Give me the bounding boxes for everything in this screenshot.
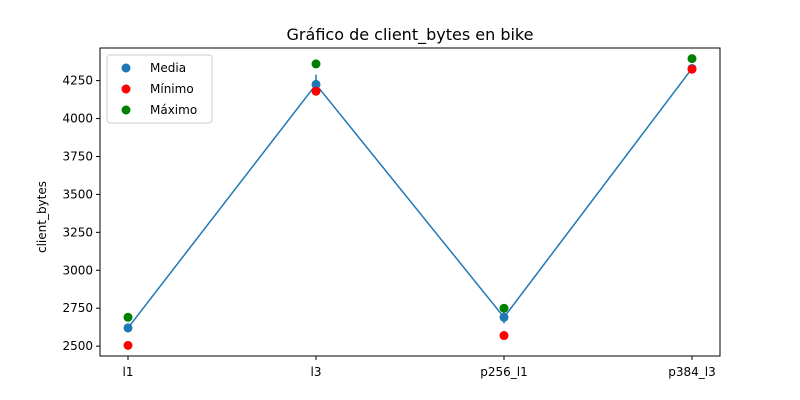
y-tick-label: 3000	[62, 263, 93, 277]
point-mínimo	[499, 331, 509, 341]
y-tick-label: 3250	[62, 225, 93, 239]
y-axis-label: client_bytes	[35, 181, 49, 253]
point-mínimo	[687, 64, 697, 74]
mean-line	[127, 68, 693, 329]
plot-area	[123, 54, 697, 350]
x-tick-label: l1	[123, 365, 134, 379]
point-media	[499, 312, 509, 322]
chart-title: Gráfico de client_bytes en bike	[287, 25, 534, 45]
point-máximo	[687, 54, 697, 64]
y-tick-label: 2750	[62, 301, 93, 315]
legend: Media Mínimo Máximo	[106, 54, 213, 124]
point-máximo	[311, 59, 321, 69]
point-media	[311, 79, 321, 89]
legend-label: Media	[150, 61, 186, 75]
y-tick-label: 4000	[62, 112, 93, 126]
point-mínimo	[123, 340, 133, 350]
legend-label: Mínimo	[150, 82, 194, 96]
y-tick-label: 4250	[62, 74, 93, 88]
legend-box	[106, 54, 213, 124]
point-mínimo	[311, 86, 321, 96]
point-máximo	[123, 312, 133, 322]
x-tick-label: l3	[311, 365, 322, 379]
legend-marker	[121, 84, 131, 94]
point-máximo	[499, 303, 509, 313]
y-tick-label: 3500	[62, 187, 93, 201]
x-tick-label: p256_l1	[480, 365, 528, 379]
x-tick-label: p384_l3	[668, 365, 716, 379]
y-tick-label: 2500	[62, 339, 93, 353]
plot-frame	[99, 47, 721, 357]
legend-label: Máximo	[150, 103, 197, 117]
legend-marker	[121, 105, 131, 115]
legend-marker	[121, 63, 131, 73]
point-media	[123, 323, 133, 333]
y-tick-label: 3750	[62, 149, 93, 163]
